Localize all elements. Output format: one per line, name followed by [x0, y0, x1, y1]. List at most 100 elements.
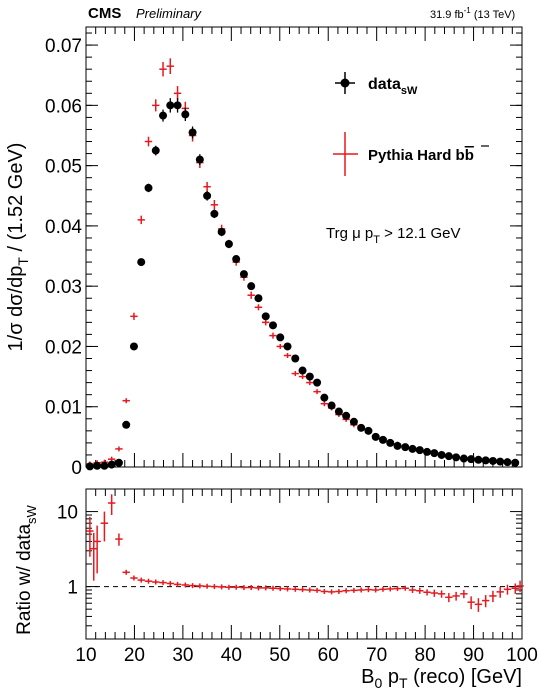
data-point [93, 461, 102, 470]
data-point [511, 458, 520, 467]
xtick-label: 60 [318, 645, 339, 666]
data-point [217, 227, 226, 237]
ratio-point [423, 589, 431, 596]
mc-point [210, 199, 219, 210]
data-point [195, 154, 204, 166]
mc-point [298, 374, 307, 380]
data-point [393, 441, 402, 450]
xtick-label: 10 [75, 645, 96, 666]
ratio-point [166, 580, 174, 586]
data-point [298, 366, 307, 375]
data-point [349, 417, 358, 426]
ratio-point [107, 494, 116, 516]
data-point [423, 447, 432, 456]
data-point [114, 458, 123, 467]
ratio-point [364, 587, 373, 593]
data-point [283, 342, 292, 351]
legend-data-marker [335, 72, 355, 94]
ratio-point [437, 590, 446, 598]
xtick-label: 30 [172, 645, 193, 666]
ratio-point [342, 588, 350, 594]
data-point [430, 449, 439, 458]
mc-point [159, 61, 167, 77]
ratio-point [306, 587, 314, 593]
mc-point [313, 389, 321, 395]
data-point [503, 458, 512, 467]
ratio-point [291, 586, 299, 592]
ratio-point [217, 584, 226, 590]
ratio-point [262, 585, 270, 591]
mc-point [262, 319, 270, 326]
xtick-label: 100 [506, 645, 538, 666]
ratio-point [416, 587, 424, 594]
legend: datasW Pythia Hard bb [333, 72, 489, 176]
ratio-point [232, 584, 240, 590]
data-point [254, 294, 263, 303]
xtick-label: 40 [221, 645, 242, 666]
data-point [232, 255, 241, 264]
ratio-point [210, 584, 219, 590]
mc-point [122, 398, 130, 404]
legend-mc-marker [333, 132, 358, 176]
data-point [305, 372, 314, 381]
top-ytick-label: 0.02 [45, 337, 82, 358]
mc-point [137, 215, 145, 225]
ratio-ytick-label: 1 [67, 578, 78, 599]
data-point [122, 420, 131, 429]
ratio-point [474, 598, 483, 612]
data-point [401, 443, 410, 452]
ratio-point [254, 585, 263, 591]
top-ylabel: 1/σ dσ/dpT / (1.52 GeV) [5, 143, 31, 352]
xtick-label: 90 [463, 645, 484, 666]
data-point [327, 401, 336, 410]
data-point [166, 98, 175, 113]
trigger-annotation: Trg μ pT > 12.1 GeV [326, 225, 460, 246]
ratio-point [430, 589, 438, 597]
ratio-point [276, 586, 284, 592]
ratio-point [393, 586, 402, 592]
top-ytick-label: 0.07 [45, 36, 82, 57]
ratio-ytick-label: 10 [57, 503, 78, 524]
mc-point [254, 304, 263, 311]
legend-data-label: datasW [368, 76, 418, 97]
xtick-label: 70 [366, 645, 387, 666]
top-ytick-label: 0.04 [45, 217, 82, 238]
ratio-point [327, 589, 336, 595]
legend-mc-label: Pythia Hard bb [368, 147, 474, 164]
ratio-ylabel: Ratio w/ datasW [14, 504, 39, 634]
ratio-point [379, 586, 387, 592]
mc-point [130, 312, 138, 320]
data-point [357, 423, 366, 432]
data-point [203, 190, 212, 201]
mc-point [291, 371, 299, 377]
ratio-point [181, 582, 189, 588]
data-point [291, 354, 300, 363]
ratio-point [372, 587, 380, 593]
top-ytick-label: 0.06 [45, 96, 82, 117]
data-point [188, 126, 197, 139]
ratio-point [511, 583, 519, 594]
ratio-point [152, 579, 160, 585]
mc-point [269, 332, 277, 339]
data-point [261, 312, 270, 321]
data-point [137, 258, 146, 267]
lumi-label: 31.9 fb-1 (13 TeV) [430, 6, 515, 21]
ratio-point [386, 586, 394, 592]
data-point [334, 407, 343, 416]
data-point [342, 411, 351, 420]
preliminary-label: Preliminary [136, 6, 203, 21]
data-point [159, 109, 168, 122]
ratio-point [93, 525, 101, 574]
ratio-point [445, 593, 453, 603]
ratio-point [357, 587, 365, 593]
ratio-point [203, 583, 211, 589]
data-point [459, 454, 468, 463]
ratio-point [269, 585, 277, 591]
ratio-point [481, 595, 490, 608]
top-ytick-label: 0.03 [45, 277, 82, 298]
ratio-point [320, 588, 329, 594]
ratio-point [225, 584, 233, 590]
data-point [173, 98, 182, 113]
data-point [415, 446, 424, 455]
